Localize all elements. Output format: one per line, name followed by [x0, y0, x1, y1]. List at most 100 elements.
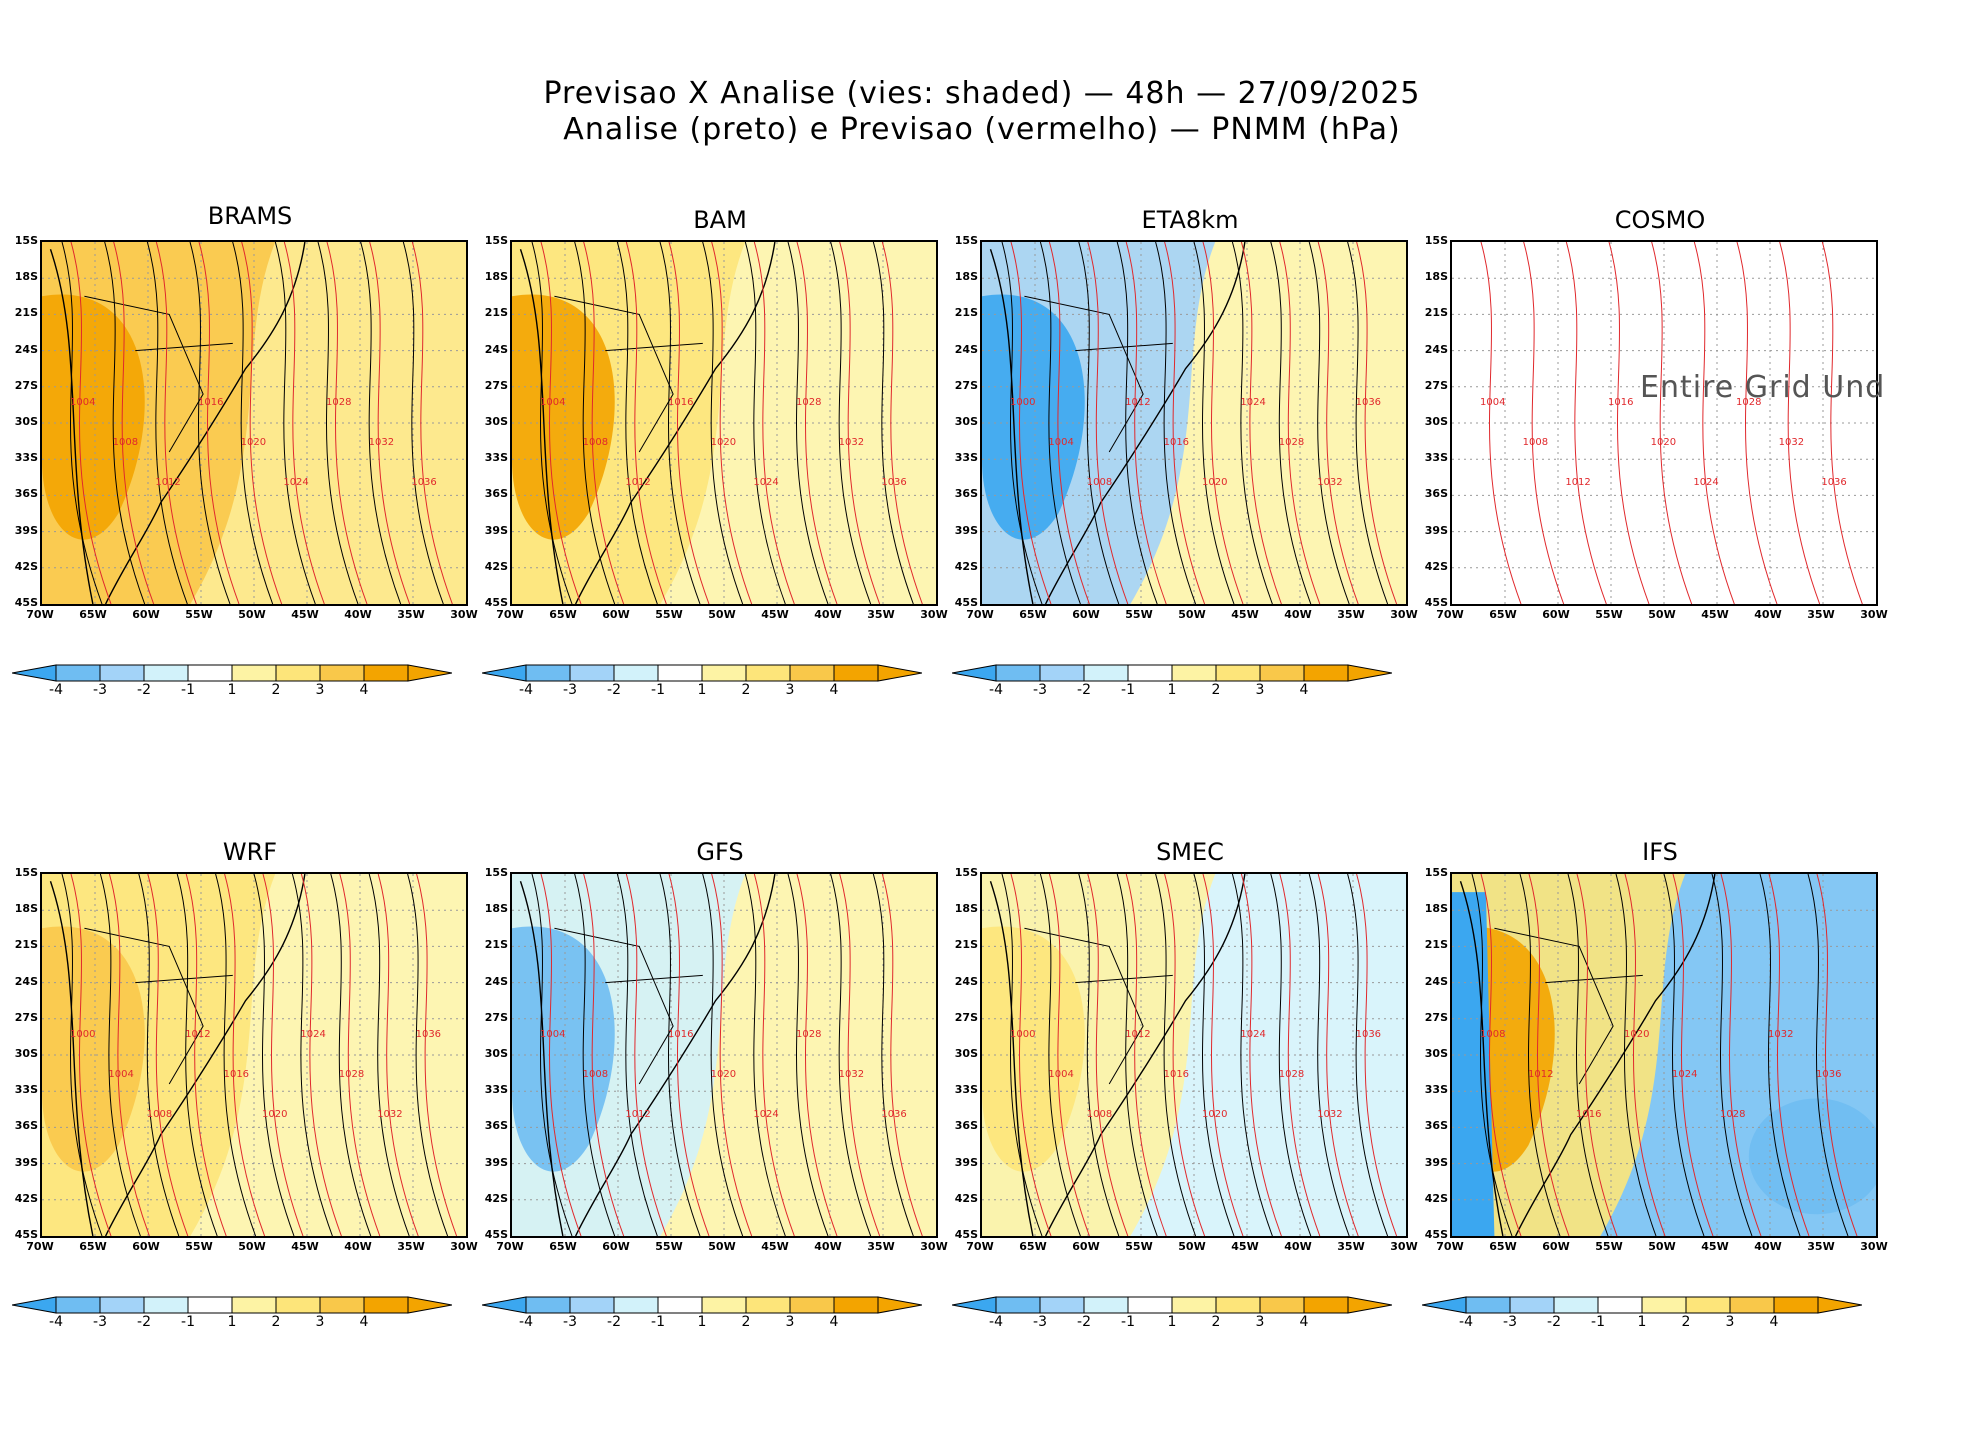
- isobar-label: 1020: [241, 437, 266, 448]
- colorbar-swatch: [1303, 1296, 1349, 1314]
- lon-tick-label: 35W: [1807, 608, 1835, 621]
- coastline: [519, 874, 776, 1236]
- lat-tick-label: 36S: [484, 487, 508, 501]
- lat-tick-label: 42S: [954, 559, 978, 573]
- country-borders: [554, 927, 703, 1085]
- isobar-label: 1020: [711, 437, 736, 448]
- isobar-analysis: [61, 242, 103, 604]
- colorbar-swatch: [363, 664, 409, 682]
- isobar-label: 1036: [881, 477, 906, 488]
- colorbar-swatch: [657, 664, 703, 682]
- lon-tick-label: 50W: [1178, 608, 1206, 621]
- isobar-analysis: [1078, 242, 1120, 604]
- colorbar-tick-label: 3: [1255, 682, 1265, 698]
- lon-tick-label: 65W: [1489, 1240, 1517, 1253]
- colorbar-swatch: [1171, 1296, 1217, 1314]
- isobar-analysis: [1663, 874, 1705, 1236]
- colorbar-swatch: [1597, 1296, 1643, 1314]
- coastline: [989, 242, 1246, 604]
- colorbar: -4 -3 -2 -1 1 2 3 4: [1421, 1296, 1876, 1336]
- country-borders: [84, 295, 233, 453]
- isobar-forecast: [1608, 242, 1650, 604]
- colorbar-tick-label: -1: [651, 682, 665, 698]
- isobar-label: 1024: [753, 1109, 778, 1120]
- lat-tick-label: 33S: [484, 451, 508, 465]
- colorbar-tick-label: 2: [741, 682, 751, 698]
- colorbar-tick-label: -3: [563, 682, 577, 698]
- lat-tick-label: 21S: [1424, 306, 1448, 320]
- colorbar-tick-label: 2: [741, 1314, 751, 1330]
- isobar-analysis: [702, 242, 744, 604]
- lat-tick-label: 27S: [484, 378, 508, 392]
- lat-tick-label: 24S: [1424, 974, 1448, 988]
- lon-tick-label: 45W: [761, 608, 789, 621]
- colorbar-swatch: [569, 664, 615, 682]
- bias-shade-cool-west: [1452, 892, 1495, 1236]
- coastline: [519, 242, 776, 604]
- colorbar-swatch: [319, 1296, 365, 1314]
- colorbar-swatch: [1773, 1296, 1819, 1314]
- colorbar-swatch: [1259, 1296, 1305, 1314]
- lon-tick-label: 55W: [655, 1240, 683, 1253]
- lat-tick-label: 45S: [484, 1228, 508, 1241]
- isobar-analysis: [1039, 242, 1081, 604]
- lat-tick-label: 36S: [1424, 1119, 1448, 1133]
- isobar-forecast: [300, 874, 342, 1236]
- isobar-label: 1016: [198, 397, 223, 408]
- isobar-label: 1004: [108, 1069, 133, 1080]
- panel-title: BRAMS: [207, 202, 293, 230]
- colorbar: -4 -3 -2 -1 1 2 3 4: [11, 664, 466, 704]
- isobar-forecast: [753, 242, 795, 604]
- colorbar-swatch: [99, 1296, 145, 1314]
- colorbar-tick-label: 1: [1637, 1314, 1647, 1330]
- isobar-analysis: [616, 874, 658, 1236]
- colorbar-tick-label: 4: [1299, 682, 1309, 698]
- panel-title: WRF: [222, 838, 278, 866]
- lon-tick-label: 40W: [1754, 1240, 1782, 1253]
- colorbar-tick-label: -4: [989, 1314, 1003, 1330]
- isobar-analysis: [744, 874, 786, 1236]
- isobar-label: 1020: [1651, 437, 1676, 448]
- colorbar-tick-label: -1: [1121, 682, 1135, 698]
- isobar-forecast: [1528, 874, 1570, 1236]
- lon-tick-label: 60W: [1072, 608, 1100, 621]
- lat-tick-label: 15S: [484, 866, 508, 879]
- bias-shade-strong: [512, 926, 615, 1172]
- isobar-forecast: [108, 874, 150, 1236]
- lat-tick-label: 24S: [954, 974, 978, 988]
- panel-title: COSMO: [1614, 206, 1706, 234]
- isobar-analysis: [99, 874, 141, 1236]
- lon-tick-label: 60W: [1542, 608, 1570, 621]
- isobar-label: 1012: [1125, 397, 1150, 408]
- colorbar-tick-label: -4: [989, 682, 1003, 698]
- colorbar-swatch: [525, 664, 571, 682]
- map-plot: 1004 1008 1012 1016 1020 1024 1028 1032 1036: [512, 874, 936, 1236]
- colorbar-tick-label: -1: [181, 1314, 195, 1330]
- isobar-analysis: [616, 242, 658, 604]
- colorbar-swatch: [789, 664, 835, 682]
- colorbar-swatches: [11, 1296, 453, 1314]
- lat-tick-label: 24S: [14, 974, 38, 988]
- isobar-forecast: [185, 874, 227, 1236]
- isobar-forecast: [113, 242, 155, 604]
- isobar-forecast: [1240, 874, 1282, 1236]
- isobar-label: 1008: [113, 437, 138, 448]
- isobar-label: 1020: [1624, 1029, 1649, 1040]
- lon-tick-label: 35W: [1807, 1240, 1835, 1253]
- lat-tick-label: 39S: [484, 1155, 508, 1169]
- bias-shade-strong: [42, 294, 145, 540]
- colorbar-tick-label: 4: [359, 1314, 369, 1330]
- isobar-label: 1032: [1317, 1109, 1342, 1120]
- isobar-analysis: [146, 242, 188, 604]
- isobar-label: 1008: [1523, 437, 1548, 448]
- lon-tick-label: 70W: [1436, 608, 1464, 621]
- isobar-label: 1012: [1565, 477, 1590, 488]
- lon-tick-label: 60W: [132, 1240, 160, 1253]
- isobar-forecast: [1048, 874, 1090, 1236]
- lat-tick-label: 36S: [14, 1119, 38, 1133]
- lat-tick-label: 45S: [14, 596, 38, 609]
- isobar-forecast: [283, 242, 325, 604]
- lat-tick-label: 18S: [1424, 270, 1448, 284]
- isobar-analysis: [1347, 242, 1389, 604]
- isobar-label: 1028: [1279, 437, 1304, 448]
